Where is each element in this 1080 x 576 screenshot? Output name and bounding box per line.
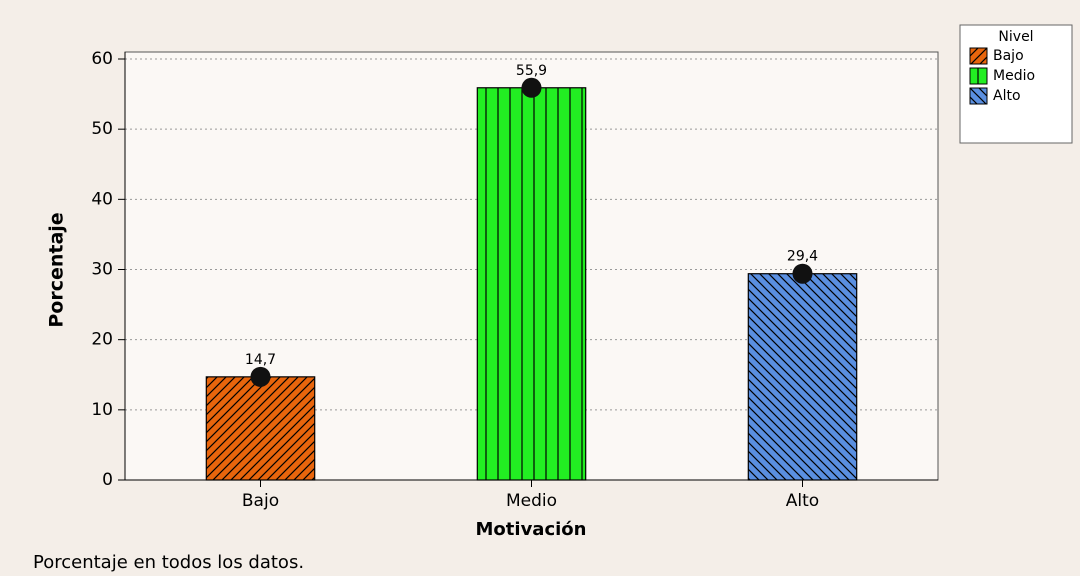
legend-swatch: [969, 47, 988, 65]
legend-label: Medio: [993, 68, 1035, 84]
y-tick-label: 10: [91, 400, 113, 420]
legend-label: Alto: [993, 88, 1021, 104]
legend-swatch: [969, 87, 988, 105]
bar: [747, 273, 858, 481]
legend-title: Nivel: [998, 29, 1033, 45]
y-axis-label: Porcentaje: [46, 212, 68, 327]
legend-label: Bajo: [993, 48, 1024, 64]
y-tick-label: 50: [91, 119, 113, 139]
mean-dot: [792, 263, 813, 284]
x-axis-label: Motivación: [476, 519, 587, 540]
x-tick-label: Medio: [506, 491, 557, 511]
value-label: 29,4: [787, 249, 818, 265]
mean-dot: [250, 366, 271, 387]
y-tick-label: 60: [91, 49, 113, 69]
value-label: 55,9: [516, 63, 547, 79]
footnote: Porcentaje en todos los datos.: [33, 552, 304, 573]
legend-swatch: [969, 67, 988, 85]
bar: [476, 87, 587, 481]
y-tick-label: 20: [91, 330, 113, 350]
value-label: 14,7: [245, 352, 276, 368]
x-tick-label: Alto: [786, 491, 819, 511]
y-tick-label: 30: [91, 260, 113, 280]
x-tick-label: Bajo: [242, 491, 279, 511]
bar: [205, 376, 316, 481]
y-tick-label: 40: [91, 189, 113, 209]
mean-dot: [521, 77, 542, 98]
y-tick-label: 0: [102, 470, 113, 490]
